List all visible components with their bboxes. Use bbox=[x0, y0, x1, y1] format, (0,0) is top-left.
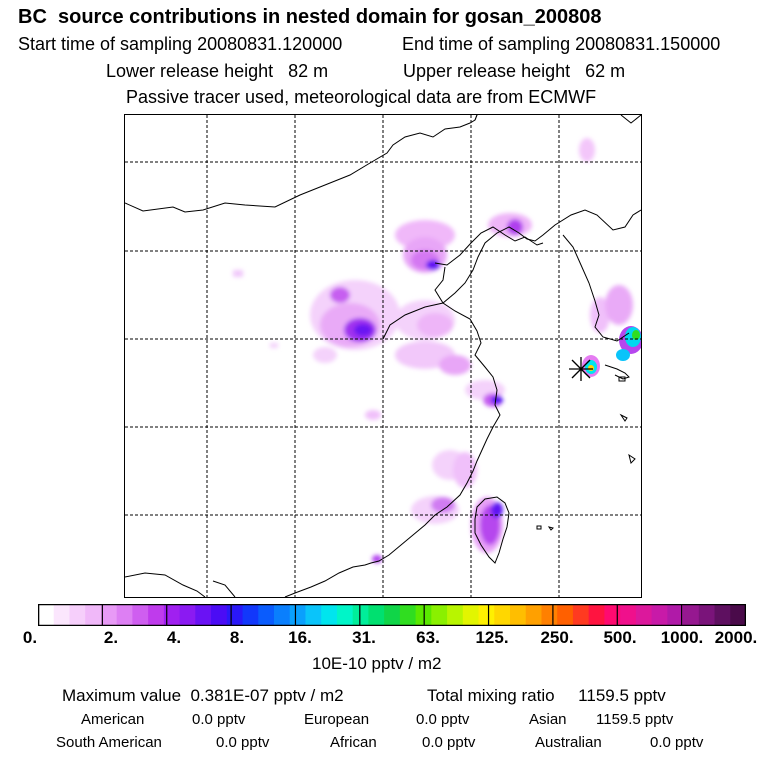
colorbar-tick-label: 16. bbox=[288, 628, 312, 647]
colorbar-tick-label: 1000. bbox=[660, 628, 704, 647]
colorbar-swatch bbox=[53, 604, 71, 626]
european-label: European bbox=[304, 711, 370, 728]
plot-title: BC source contributions in nested domain… bbox=[18, 6, 602, 28]
receptor-marker bbox=[569, 357, 593, 381]
european-value: 0.0 pptv bbox=[416, 711, 470, 728]
colorbar-swatch bbox=[604, 604, 621, 626]
colorbar-swatch bbox=[368, 604, 385, 626]
colorbar-swatch bbox=[462, 604, 480, 626]
colorbar-swatch bbox=[38, 604, 55, 626]
colorbar-swatch bbox=[242, 604, 259, 626]
start-time-label: Start time of sampling 20080831.120000 bbox=[18, 34, 343, 54]
australian-value: 0.0 pptv bbox=[650, 734, 704, 751]
colorbar-swatch bbox=[698, 604, 716, 626]
colorbar-swatch bbox=[447, 604, 464, 626]
colorbar-swatch bbox=[148, 604, 165, 626]
colorbar-tick-label: 2. bbox=[103, 628, 119, 647]
colorbar-swatch bbox=[541, 604, 558, 626]
colorbar-swatch bbox=[116, 604, 133, 626]
colorbar-swatch bbox=[258, 604, 275, 626]
colorbar bbox=[37, 603, 747, 627]
colorbar-border bbox=[37, 603, 747, 627]
colorbar-tick-label: 63. bbox=[416, 628, 440, 647]
coastlines bbox=[124, 114, 642, 598]
map-canvas bbox=[124, 114, 643, 598]
colorbar-tick-label: 2000. bbox=[714, 628, 758, 647]
high-concentration-spots bbox=[582, 326, 643, 377]
upper-release-height-label: Upper release height 62 m bbox=[403, 61, 626, 81]
lower-release-height-label: Lower release height 82 m bbox=[106, 61, 329, 81]
colorbar-swatch bbox=[195, 604, 212, 626]
colorbar-swatch bbox=[132, 604, 149, 626]
colorbar-unit-label: 10E-10 pptv / m2 bbox=[312, 654, 442, 673]
australian-label: Australian bbox=[535, 734, 602, 751]
colorbar-swatch bbox=[651, 604, 668, 626]
colorbar-swatch bbox=[100, 604, 118, 626]
graticule bbox=[125, 115, 641, 597]
colorbar-swatch bbox=[588, 604, 605, 626]
colorbar-swatch bbox=[714, 604, 731, 626]
map-panel bbox=[124, 114, 643, 598]
colorbar-swatch bbox=[683, 604, 700, 626]
colorbar-swatch bbox=[667, 604, 684, 626]
colorbar-swatch bbox=[163, 604, 181, 626]
colorbar-swatch bbox=[557, 604, 574, 626]
colorbar-swatch bbox=[399, 604, 417, 626]
colorbar-swatch bbox=[494, 604, 511, 626]
colorbar-tick-label: 125. bbox=[475, 628, 509, 647]
colorbar-tick-label: 250. bbox=[540, 628, 574, 647]
colorbar-swatch bbox=[211, 604, 228, 626]
colorbar-swatch bbox=[305, 604, 322, 626]
south-american-label: South American bbox=[56, 734, 162, 751]
colorbar-swatch bbox=[510, 604, 527, 626]
colorbar-swatch bbox=[478, 604, 495, 626]
colorbar-swatch bbox=[572, 604, 590, 626]
colorbar-swatch bbox=[336, 604, 354, 626]
tracer-note: Passive tracer used, meteorological data… bbox=[126, 87, 597, 107]
colorbar-tick-label: 500. bbox=[603, 628, 637, 647]
maximum-value-label: Maximum value 0.381E-07 pptv / m2 bbox=[62, 686, 344, 705]
colorbar-swatch bbox=[289, 604, 307, 626]
colorbar-swatch bbox=[352, 604, 369, 626]
colorbar-swatch bbox=[274, 604, 291, 626]
colorbar-swatch bbox=[635, 604, 653, 626]
colorbar-tick-label: 4. bbox=[166, 628, 182, 647]
american-label: American bbox=[81, 711, 145, 728]
colorbar-swatch bbox=[179, 604, 196, 626]
colorbar-swatch bbox=[321, 604, 338, 626]
total-mixing-ratio-label: Total mixing ratio 1159.5 pptv bbox=[427, 686, 666, 705]
colorbar-swatch bbox=[525, 604, 543, 626]
south-american-value: 0.0 pptv bbox=[216, 734, 270, 751]
colorbar-tick-label: 8. bbox=[229, 628, 245, 647]
end-time-label: End time of sampling 20080831.150000 bbox=[402, 34, 721, 54]
concentration-field bbox=[233, 138, 633, 563]
colorbar-swatch bbox=[69, 604, 86, 626]
asian-label: Asian bbox=[529, 711, 567, 728]
colorbar-swatch bbox=[620, 604, 637, 626]
asian-value: 1159.5 pptv bbox=[596, 711, 674, 728]
african-value: 0.0 pptv bbox=[422, 734, 476, 751]
colorbar-swatch bbox=[226, 604, 244, 626]
colorbar-tick-label: 0. bbox=[22, 628, 38, 647]
colorbar-tick-label: 31. bbox=[352, 628, 376, 647]
american-value: 0.0 pptv bbox=[192, 711, 246, 728]
colorbar-canvas bbox=[37, 603, 747, 627]
colorbar-swatch bbox=[730, 604, 747, 626]
african-label: African bbox=[330, 734, 377, 751]
colorbar-swatch bbox=[431, 604, 448, 626]
colorbar-swatch bbox=[384, 604, 401, 626]
colorbar-swatch bbox=[85, 604, 102, 626]
